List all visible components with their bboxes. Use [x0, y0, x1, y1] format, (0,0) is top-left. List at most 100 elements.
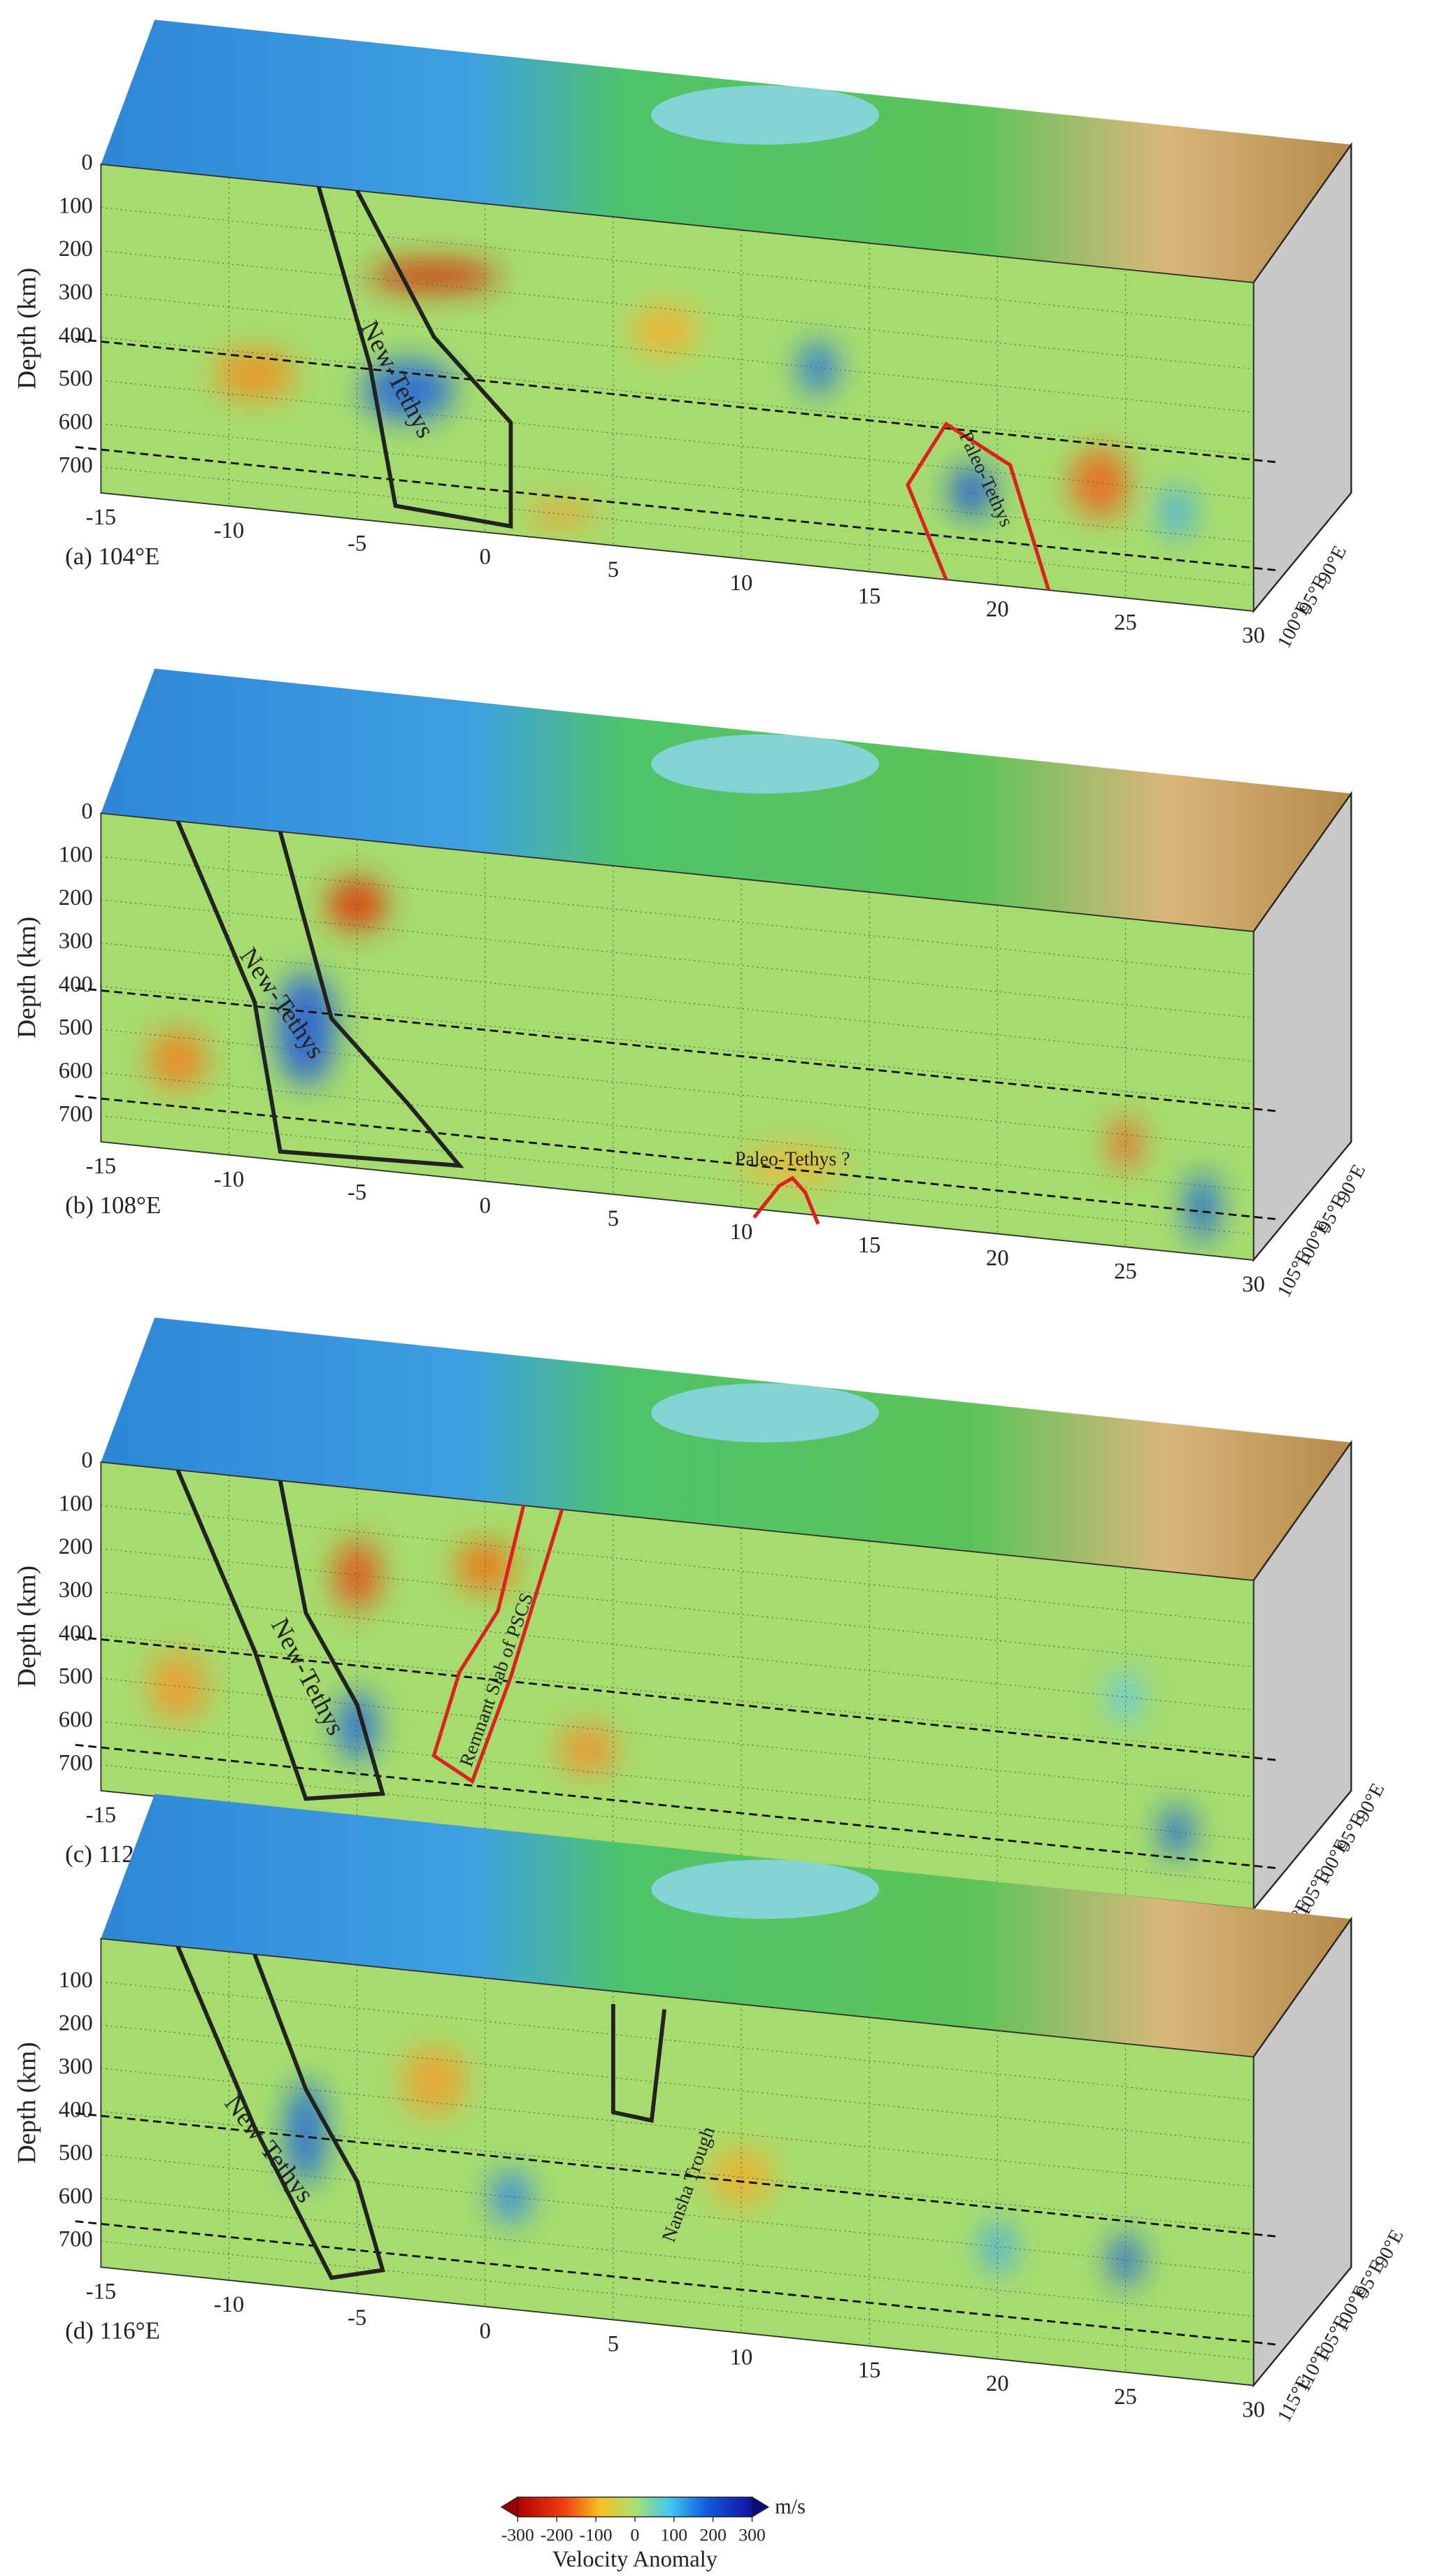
colorbar-tick-label: 100: [661, 2524, 687, 2545]
x-tick-label: 20: [986, 596, 1009, 622]
depth-tick-label: 300: [59, 929, 93, 954]
colorbar-tick-label: 200: [699, 2524, 726, 2545]
depth-tick-label: 0: [81, 799, 92, 824]
depth-tick-label: 400: [59, 323, 93, 348]
x-tick-label: 30: [1242, 1272, 1265, 1297]
depth-tick-label: 200: [59, 236, 93, 262]
anomaly-blobs: [286, 2046, 1142, 2287]
panel-label: (b) 108°E: [65, 1192, 161, 1219]
front-face: [101, 1938, 1254, 2386]
colorbar-tick-label: -200: [541, 2524, 573, 2545]
face-border: [100, 812, 1254, 1261]
depth-tick-label: 0: [81, 150, 92, 175]
side-tick-label: 100°E: [1273, 598, 1315, 652]
colorbar-title: Velocity Anomaly: [552, 2547, 718, 2572]
anomaly: [1070, 448, 1129, 518]
slab-outline: [316, 186, 513, 529]
depth-tick-label: 100: [59, 1491, 93, 1516]
depth-tick-label: 600: [59, 1707, 93, 1732]
depth-tick-label: 600: [59, 1058, 93, 1083]
colorbar: [517, 2496, 753, 2518]
front-face: [101, 1462, 1254, 1910]
anomaly: [558, 1724, 617, 1776]
x-tick-label: 15: [858, 584, 881, 609]
panel: -15-10-505101520253001002003004005006007…: [13, 20, 1352, 652]
depth-tick-label: 300: [59, 2054, 93, 2079]
depth-tick-label: 400: [59, 2097, 93, 2122]
side-tick-label: 105°E: [1273, 1247, 1315, 1301]
face-border: [100, 163, 1254, 613]
x-tick-label: -15: [86, 1154, 116, 1179]
depth-tick-label: 200: [59, 1534, 93, 1559]
anomaly: [334, 1540, 380, 1610]
depth-tick-label: 600: [59, 2184, 93, 2209]
anomaly: [949, 465, 995, 517]
discontinuity: [75, 1636, 1280, 1761]
colorbar-low: [500, 2496, 519, 2518]
anomaly: [1109, 1117, 1142, 1169]
sea: [651, 734, 880, 794]
x-tick-label: 15: [858, 1233, 881, 1258]
x-tick-label: -10: [214, 1167, 244, 1192]
anomaly-blobs: [148, 1540, 1194, 1859]
front-face: [101, 813, 1254, 1261]
sea: [651, 1383, 880, 1443]
depth-tick-label: 700: [59, 2227, 93, 2252]
depth-tick-label: 500: [59, 2140, 93, 2166]
slab-outline-red: [906, 421, 1051, 591]
depth-tick-label: 0: [81, 1447, 92, 1473]
panel: -15-10-505101520253001002003004005006007…: [13, 668, 1370, 1301]
depth-tick-label: 200: [59, 885, 93, 910]
anomaly-field: [101, 1938, 1254, 2386]
anomaly: [526, 501, 598, 527]
discontinuity: [75, 2220, 1280, 2346]
depth-tick-label: 100: [59, 842, 93, 867]
slab-outline-red: [431, 1505, 564, 1784]
colorbar-unit: m/s: [775, 2495, 806, 2519]
slab-outline: [176, 1945, 385, 2280]
anomaly: [1109, 2233, 1142, 2287]
anomaly: [148, 1652, 208, 1721]
anomaly: [981, 2221, 1014, 2273]
y-axis-title: Depth (km): [13, 2042, 42, 2163]
face-border: [100, 1938, 1254, 2387]
trough-outline: [610, 2004, 667, 2124]
depth-tick-label: 200: [59, 2010, 93, 2035]
x-tick-label: 5: [608, 1206, 619, 1231]
x-tick-label: 25: [1114, 1259, 1137, 1284]
slab-outline: [176, 820, 464, 1168]
anomaly-field: [101, 813, 1254, 1261]
colorbar-tick-label: -100: [580, 2524, 613, 2545]
colorbar-high: [751, 2496, 770, 2518]
depth-tick-label: 700: [59, 1101, 93, 1126]
annotation: Paleo-Tethys ?: [735, 1149, 850, 1171]
x-tick-label: 10: [730, 2345, 753, 2370]
anomaly: [1160, 1805, 1194, 1859]
anomaly-blobs: [213, 261, 1194, 538]
x-tick-label: -15: [86, 2279, 116, 2304]
sea: [651, 1859, 880, 1919]
discontinuity: [75, 987, 1280, 1112]
x-tick-label: 0: [480, 544, 491, 569]
anomaly-field: [101, 1462, 1254, 1910]
anomaly: [491, 2170, 531, 2223]
x-tick-label: -15: [86, 1803, 116, 1828]
x-tick-label: 10: [730, 571, 753, 596]
slab-outline-red: [752, 1175, 820, 1225]
colorbar-tick-label: 0: [631, 2524, 640, 2545]
anomaly: [369, 261, 499, 292]
anomaly: [631, 304, 697, 357]
anomaly: [798, 341, 838, 394]
x-tick-label: -5: [348, 2305, 366, 2331]
panel-label: (a) 104°E: [65, 543, 159, 570]
depth-tick-label: 300: [59, 280, 93, 305]
x-tick-label: 30: [1242, 623, 1265, 648]
anomaly-blobs: [148, 878, 1219, 1242]
map-surface: [101, 668, 1352, 932]
anomaly: [148, 1029, 208, 1089]
map-surface: [101, 20, 1352, 283]
x-tick-label: 10: [730, 1219, 753, 1245]
anomaly: [1186, 1173, 1219, 1242]
x-tick-label: -5: [348, 531, 366, 556]
